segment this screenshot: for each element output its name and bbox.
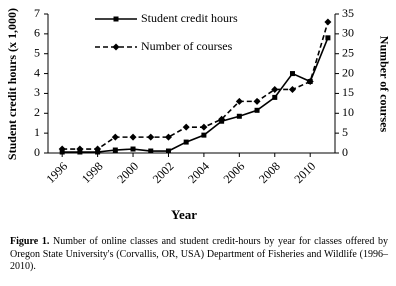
y2-tick-label: 15 bbox=[342, 85, 354, 99]
marker bbox=[147, 133, 155, 141]
y-tick-label: 6 bbox=[34, 26, 40, 40]
marker bbox=[253, 97, 261, 105]
x-tick-label: 1996 bbox=[43, 159, 70, 186]
marker bbox=[112, 147, 118, 153]
y2-tick-label: 35 bbox=[342, 6, 354, 20]
marker bbox=[148, 148, 154, 154]
marker bbox=[235, 97, 243, 105]
legend-label: Number of courses bbox=[141, 39, 233, 53]
y2-tick-label: 0 bbox=[342, 145, 348, 159]
marker bbox=[200, 123, 208, 131]
x-tick-label: 2000 bbox=[114, 159, 141, 186]
y2-axis-title: Number of courses bbox=[377, 36, 391, 133]
marker bbox=[58, 145, 66, 153]
y-axis-title: Student credit hours (x 1,000) bbox=[5, 8, 19, 160]
y-tick-label: 7 bbox=[34, 6, 40, 20]
x-tick-label: 2004 bbox=[185, 159, 212, 186]
x-tick-label: 2010 bbox=[291, 159, 318, 186]
x-tick-label: 2002 bbox=[150, 159, 177, 186]
x-axis-title: Year bbox=[171, 207, 197, 222]
y2-tick-label: 10 bbox=[342, 105, 354, 119]
marker bbox=[324, 18, 332, 26]
marker bbox=[306, 78, 314, 86]
marker bbox=[236, 113, 242, 119]
marker bbox=[289, 71, 295, 77]
marker bbox=[94, 145, 102, 153]
y2-tick-label: 5 bbox=[342, 125, 348, 139]
y2-tick-label: 30 bbox=[342, 26, 354, 40]
y-tick-label: 2 bbox=[34, 105, 40, 119]
legend-marker bbox=[112, 43, 120, 51]
legend-label: Student credit hours bbox=[141, 11, 238, 25]
x-tick-label: 2006 bbox=[221, 159, 248, 186]
caption-label: Figure 1. bbox=[10, 236, 50, 247]
marker bbox=[182, 123, 190, 131]
x-tick-label: 2008 bbox=[256, 159, 283, 186]
marker bbox=[325, 35, 331, 41]
marker bbox=[183, 139, 189, 145]
chart: Year Student credit hours (x 1,000) Numb… bbox=[5, 6, 392, 222]
marker bbox=[272, 94, 278, 100]
caption-text: Number of online classes and student cre… bbox=[10, 236, 388, 272]
marker bbox=[165, 148, 171, 154]
y-tick-label: 3 bbox=[34, 85, 40, 99]
legend-marker bbox=[113, 16, 119, 22]
marker bbox=[164, 133, 172, 141]
y-tick-label: 4 bbox=[34, 65, 40, 79]
marker bbox=[254, 107, 260, 113]
y-tick-label: 5 bbox=[34, 45, 40, 59]
y2-tick-label: 25 bbox=[342, 45, 354, 59]
caption: Figure 1. Number of online classes and s… bbox=[10, 236, 388, 274]
y-tick-label: 1 bbox=[34, 125, 40, 139]
marker bbox=[201, 132, 207, 138]
marker bbox=[111, 133, 119, 141]
marker bbox=[218, 115, 226, 123]
y2-tick-label: 20 bbox=[342, 65, 354, 79]
series-line bbox=[62, 37, 329, 153]
marker bbox=[130, 146, 136, 152]
x-tick-label: 1998 bbox=[79, 159, 106, 186]
marker bbox=[76, 145, 84, 153]
y-tick-label: 0 bbox=[34, 145, 40, 159]
marker bbox=[288, 85, 296, 93]
series-line bbox=[62, 21, 329, 150]
marker bbox=[271, 85, 279, 93]
marker bbox=[129, 133, 137, 141]
